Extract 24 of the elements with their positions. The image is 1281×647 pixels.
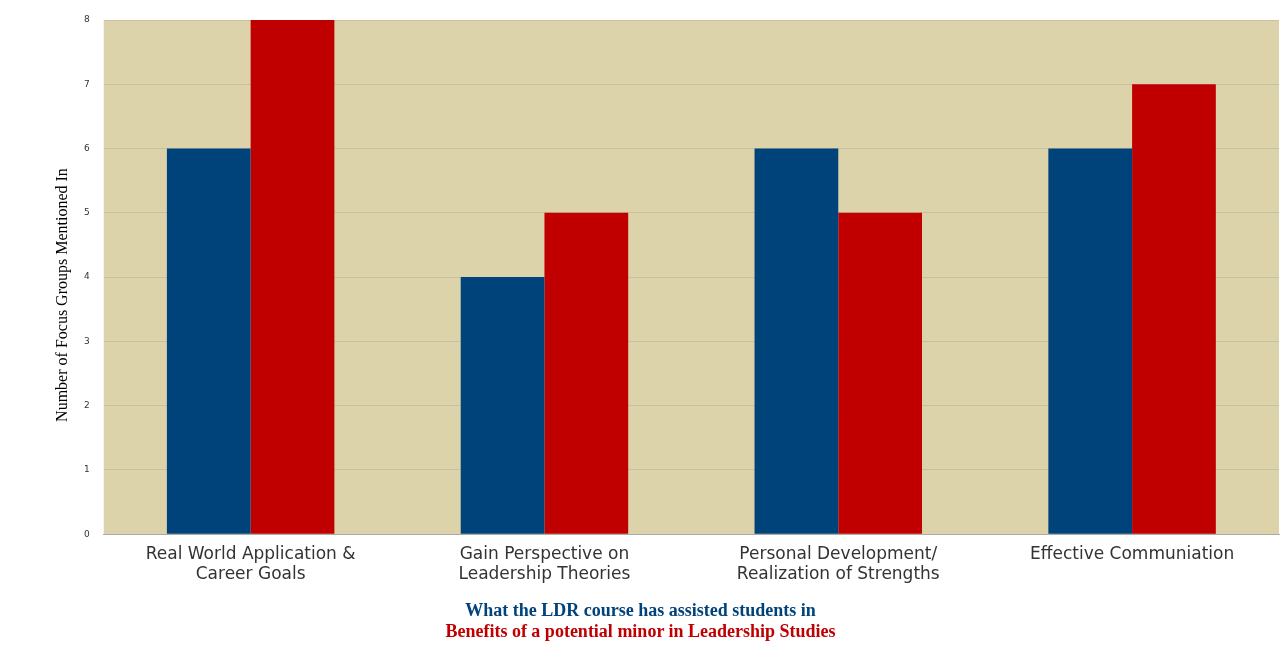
text: What the LDR course has assisted students in	[464, 600, 817, 621]
y-tick-label: 5	[83, 207, 90, 218]
bar	[1048, 148, 1133, 534]
text: Benefits of a potential minor in Leadership Studies	[444, 621, 837, 642]
y-axis-title: Number of Focus Groups Mentioned In	[53, 168, 71, 422]
y-tick-label: 2	[83, 399, 90, 410]
y-tick-label: 4	[83, 271, 90, 282]
bar	[460, 277, 545, 534]
y-tick-label: 0	[83, 528, 90, 539]
y-tick-label: 8	[83, 14, 90, 25]
x-tick-label: Personal Development/ Realization of Strengths	[736, 542, 940, 584]
bar	[754, 148, 839, 534]
bar	[250, 20, 335, 534]
x-tick-label: Effective Communiation	[1029, 542, 1235, 563]
y-tick-label: 1	[83, 464, 90, 475]
y-tick-label: 7	[83, 78, 90, 89]
bar	[838, 212, 923, 534]
y-tick-label: 3	[83, 335, 90, 346]
bar	[166, 148, 251, 534]
bar	[1132, 84, 1216, 534]
y-tick-label: 6	[83, 142, 90, 153]
bar	[544, 212, 629, 534]
x-tick-label: Real World Application & Career Goals	[145, 542, 356, 584]
x-tick-label: Gain Perspective on Leadership Theories	[458, 542, 631, 584]
